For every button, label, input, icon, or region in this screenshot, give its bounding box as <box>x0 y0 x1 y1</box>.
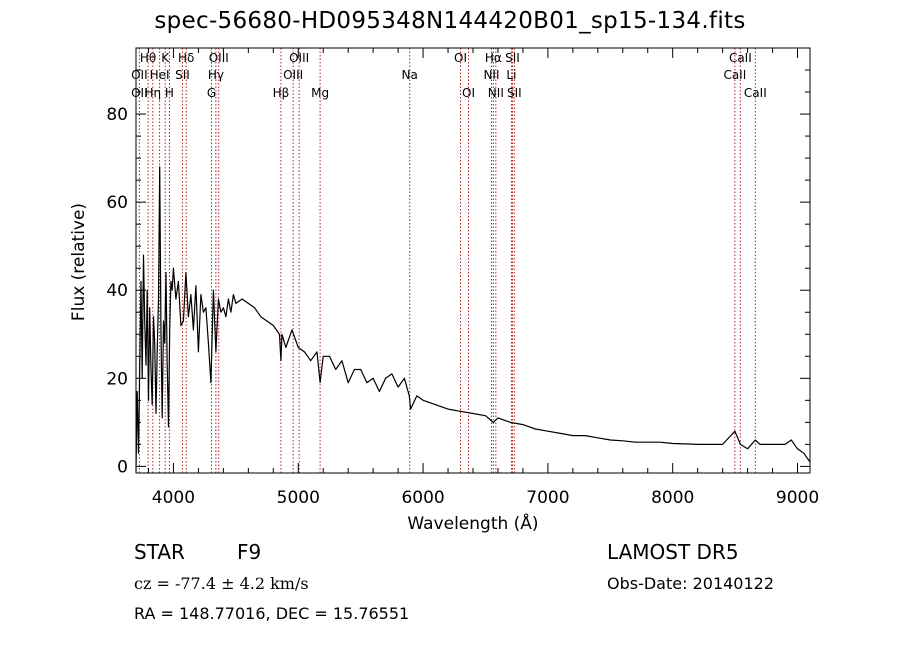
line-marker-label: Na <box>402 68 418 82</box>
line-marker-label: CaII <box>744 86 767 100</box>
y-tick-label: 80 <box>106 105 128 125</box>
line-marker-label: H <box>165 86 174 100</box>
y-tick-label: 60 <box>106 193 128 213</box>
spectrum-line <box>135 166 811 471</box>
observation-date: Obs-Date: 20140122 <box>607 574 775 593</box>
object-class: STAR <box>134 540 185 564</box>
chart-title: spec-56680-HD095348N144420B01_sp15-134.f… <box>154 8 746 34</box>
line-marker-label: OIII <box>283 68 303 82</box>
y-tick-label: 20 <box>106 369 128 389</box>
line-marker-label: K <box>161 51 170 65</box>
line-marker-label: SII <box>505 51 520 65</box>
line-marker-label: SII <box>175 68 190 82</box>
plot-frame <box>135 47 811 474</box>
x-tick-label: 5000 <box>277 488 320 508</box>
line-marker-label: Hγ <box>208 68 224 82</box>
y-tick-label: 40 <box>106 281 128 301</box>
survey-name: LAMOST DR5 <box>607 540 739 564</box>
x-tick-label: 6000 <box>401 488 444 508</box>
line-marker-label: OIII <box>209 51 229 65</box>
line-marker-label: CaII <box>729 51 752 65</box>
line-marker-label: OII <box>131 86 148 100</box>
y-axis-label: Flux (relative) <box>69 203 89 321</box>
line-marker-label: Hβ <box>273 86 290 100</box>
x-tick-label: 9000 <box>776 488 819 508</box>
line-markers <box>138 48 756 473</box>
x-tick-label: 7000 <box>526 488 569 508</box>
line-marker-label: SII <box>507 86 522 100</box>
line-marker-label: Mg <box>311 86 329 100</box>
line-marker-label: NII <box>488 86 504 100</box>
y-tick-label: 0 <box>117 457 128 477</box>
line-marker-label: Hη <box>145 86 162 100</box>
x-tick-label: 4000 <box>152 488 195 508</box>
line-marker-label: Hδ <box>178 51 194 65</box>
line-marker-label: Hθ <box>140 51 156 65</box>
x-axis-label: Wavelength (Å) <box>407 512 538 534</box>
coordinates: RA = 148.77016, DEC = 15.76551 <box>134 604 410 623</box>
line-marker-label: Hα <box>485 51 502 65</box>
line-marker-label: OI <box>462 86 475 100</box>
line-marker-label: OIII <box>289 51 309 65</box>
object-subclass: F9 <box>237 540 262 564</box>
line-marker-label: G <box>207 86 216 100</box>
line-marker-label: HeI <box>150 68 170 82</box>
line-marker-label: CaII <box>723 68 746 82</box>
line-marker-label: OI <box>454 51 467 65</box>
line-marker-label: NII <box>483 68 499 82</box>
line-marker-label: Li <box>506 68 516 82</box>
redshift-velocity: cz = -77.4 ± 4.2 km/s <box>134 574 309 593</box>
axis-ticks: 4000 5000 6000 7000 8000 9000 0 20 40 60 80 <box>106 48 819 508</box>
line-marker-label: OII <box>131 68 148 82</box>
x-tick-label: 8000 <box>651 488 694 508</box>
